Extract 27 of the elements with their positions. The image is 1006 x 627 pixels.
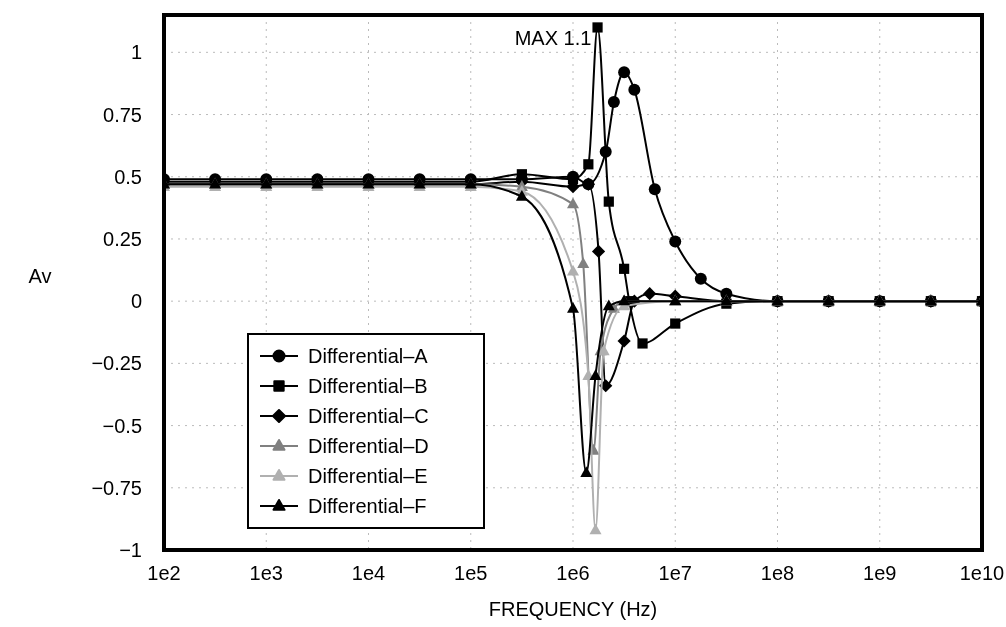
y-tick-label: −0.25 bbox=[91, 352, 142, 375]
x-tick-label: 1e9 bbox=[863, 562, 897, 584]
y-tick-label: 0 bbox=[130, 290, 142, 313]
y-tick-label: −1 bbox=[119, 539, 142, 561]
x-axis-title: FREQUENCY (Hz) bbox=[488, 598, 658, 620]
legend-label: Differential–C bbox=[308, 405, 429, 427]
y-tick-label: 0.75 bbox=[103, 103, 142, 126]
y-axis-title: Av bbox=[28, 264, 52, 287]
legend-label: Differential–D bbox=[308, 435, 429, 457]
y-tick-label: 0.5 bbox=[114, 165, 142, 188]
x-tick-label: 1e5 bbox=[454, 562, 488, 584]
x-tick-label: 1e10 bbox=[959, 562, 1005, 584]
annotation: MAX 1.1 bbox=[514, 27, 592, 49]
legend-label: Differential–F bbox=[308, 495, 427, 517]
x-tick-label: 1e4 bbox=[351, 562, 386, 584]
x-tick-label: 1e2 bbox=[147, 562, 181, 584]
x-tick-label: 1e8 bbox=[760, 562, 795, 584]
x-tick-label: 1e6 bbox=[556, 562, 590, 584]
y-tick-label: −0.75 bbox=[91, 476, 142, 499]
legend-label: Differential–E bbox=[308, 465, 428, 487]
x-tick-label: 1e3 bbox=[249, 562, 283, 584]
legend-label: Differential–A bbox=[308, 345, 429, 367]
y-tick-label: −0.5 bbox=[102, 414, 142, 437]
y-tick-label: 0.25 bbox=[103, 227, 142, 250]
legend-label: Differential–B bbox=[308, 375, 428, 397]
y-tick-label: 1 bbox=[130, 41, 142, 64]
x-tick-label: 1e7 bbox=[658, 562, 692, 584]
